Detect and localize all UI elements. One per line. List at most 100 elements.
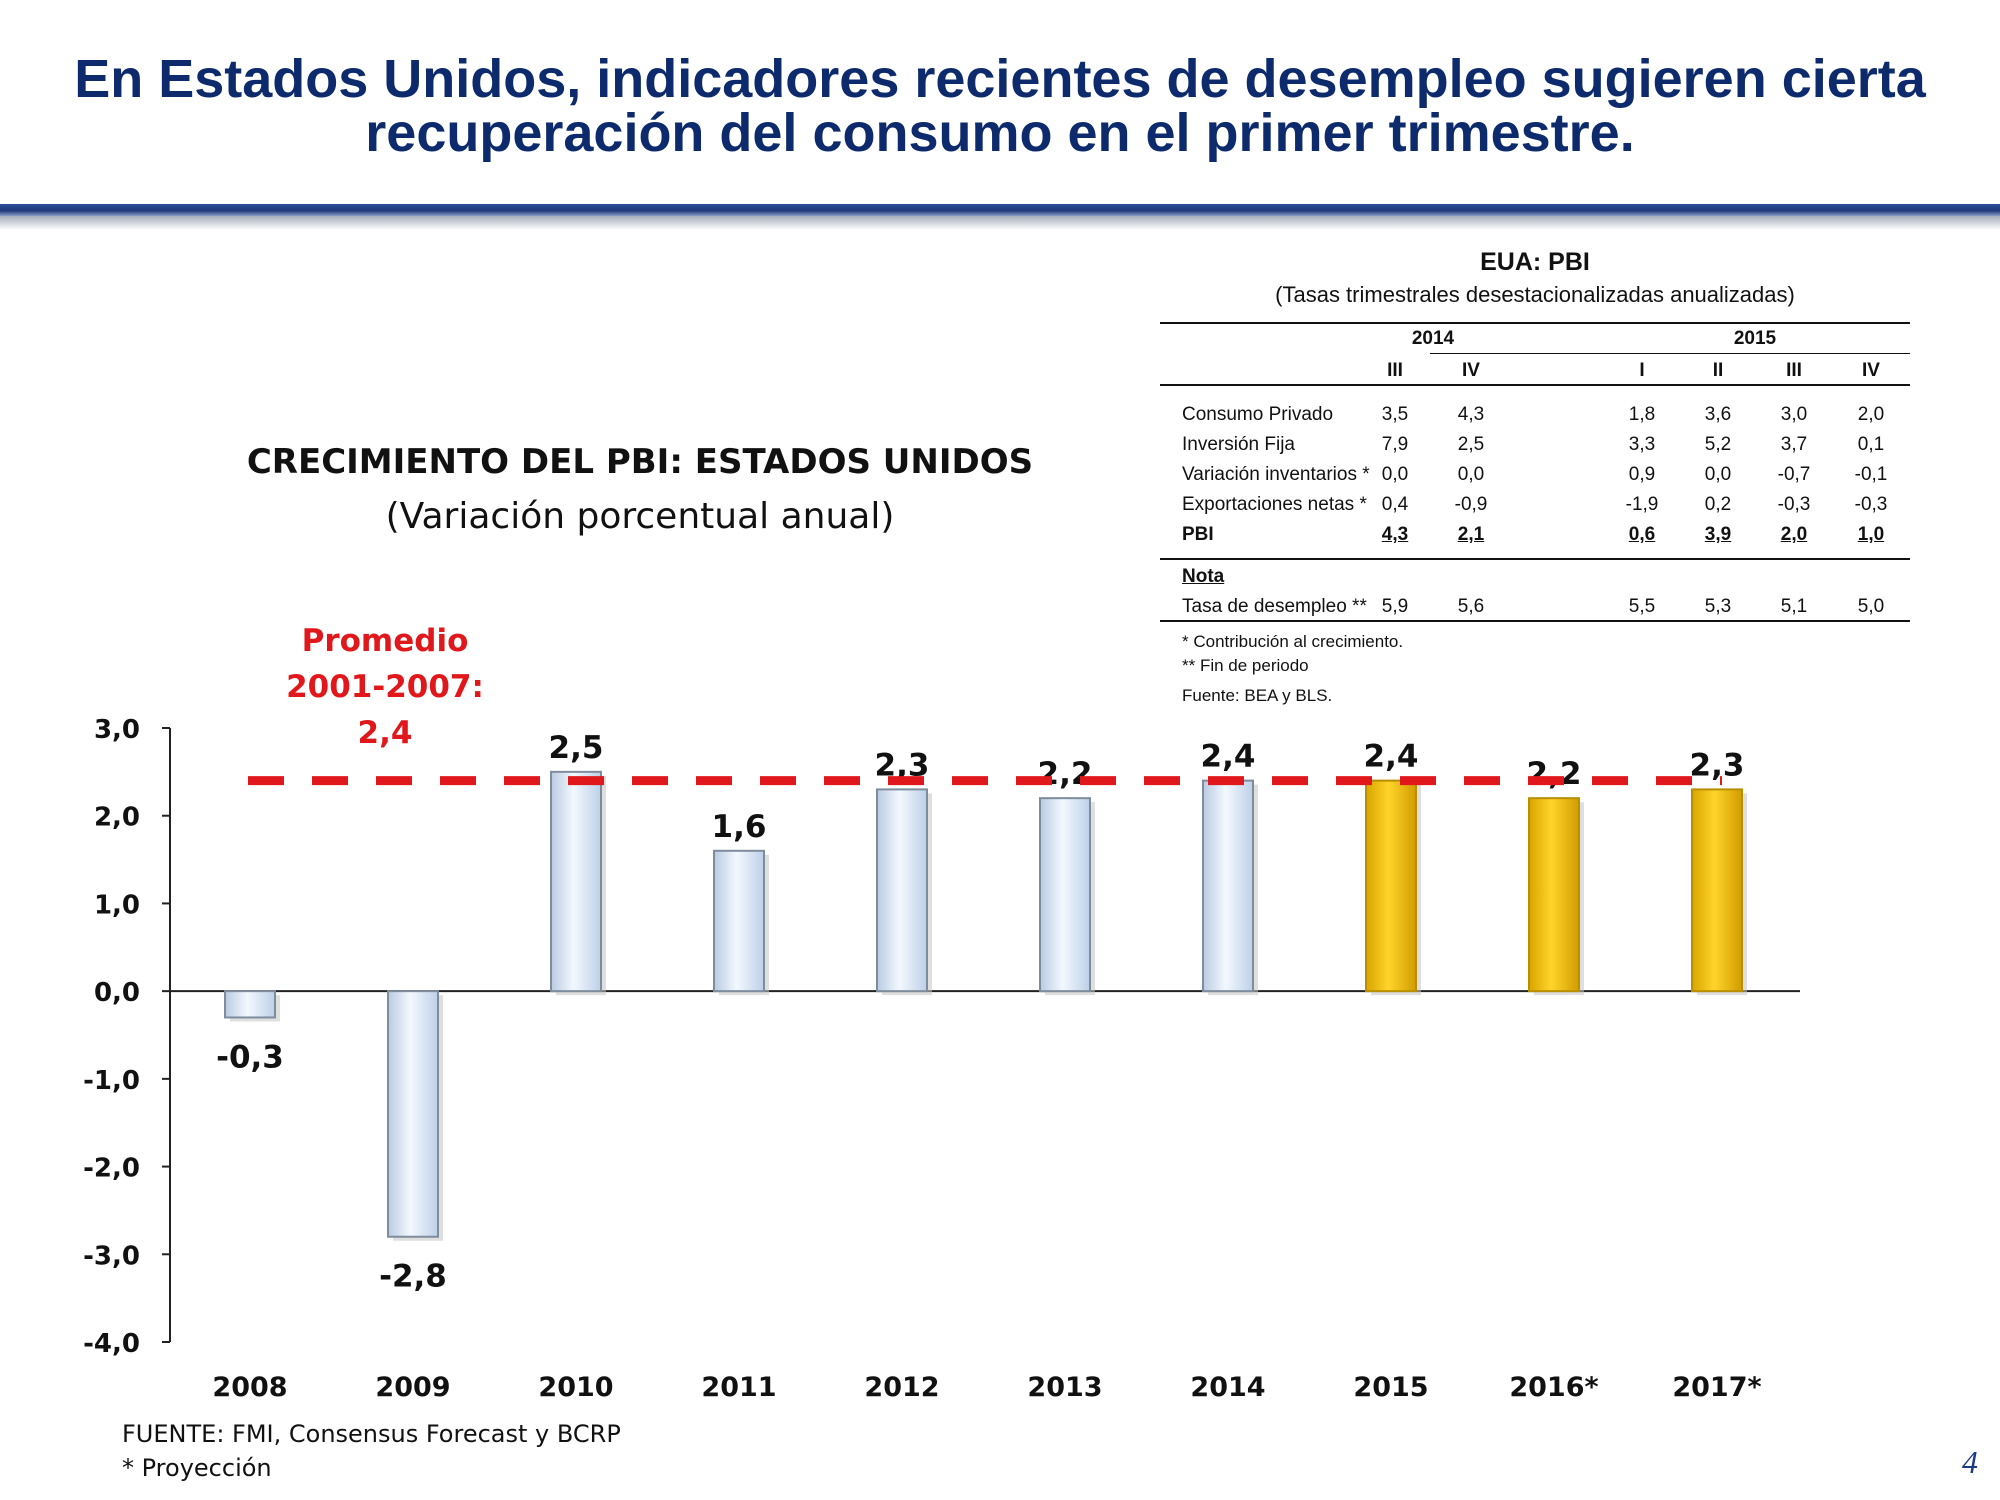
- table-cell: -0,3: [1854, 494, 1888, 515]
- bar-2015: [1365, 779, 1417, 993]
- data-label: 2,2: [1527, 756, 1582, 792]
- table-rule-note: [1160, 558, 1910, 560]
- table-cell: -0,1: [1854, 464, 1888, 485]
- header-divider: [0, 204, 2000, 216]
- y-tick-label: 2,0: [94, 803, 140, 833]
- average-label-line-3: 2,4: [357, 715, 413, 751]
- table-cell: 2,0: [1857, 404, 1885, 425]
- unemployment-cell: 5,6: [1457, 596, 1485, 617]
- quarter-header: I: [1639, 360, 1645, 381]
- data-label: -0,3: [216, 1039, 284, 1075]
- table-rule-header: [1160, 384, 1910, 386]
- slide-title: En Estados Unidos, indicadores recientes…: [0, 52, 2000, 160]
- table-row-label: PBI: [1182, 524, 1214, 545]
- table-cell: 3,0: [1780, 404, 1808, 425]
- table-cell: 4,3: [1381, 524, 1409, 545]
- bar-2011: [713, 849, 765, 993]
- average-label-line-1: Promedio: [301, 623, 469, 659]
- table-cell: -1,9: [1625, 494, 1659, 515]
- quarter-header: IV: [1462, 360, 1480, 381]
- projection-note: * Proyección: [122, 1454, 272, 1482]
- data-label: 2,4: [1201, 739, 1256, 775]
- unemployment-cell: 5,0: [1857, 596, 1885, 617]
- unemployment-cell: 5,5: [1628, 596, 1656, 617]
- table-row-label: Consumo Privado: [1182, 404, 1334, 425]
- bar-2014: [1202, 779, 1254, 993]
- y-tick-label: 0,0: [94, 978, 140, 1008]
- table-cell: 4,3: [1457, 404, 1485, 425]
- table-row-label: Exportaciones netas *: [1182, 494, 1367, 515]
- x-tick-label: 2010: [538, 1372, 613, 1403]
- year-header: 2015: [1733, 328, 1777, 349]
- x-tick-label: 2017*: [1672, 1372, 1761, 1403]
- table-cell: 5,2: [1704, 434, 1732, 455]
- chart-subtitle: (Variación porcentual anual): [385, 496, 895, 537]
- table-row-label: Inversión Fija: [1182, 434, 1295, 455]
- table-cell: -0,7: [1777, 464, 1811, 485]
- table-cell: 0,1: [1857, 434, 1885, 455]
- y-tick-label: -3,0: [83, 1241, 140, 1271]
- x-tick-label: 2008: [212, 1372, 287, 1403]
- table-cell: 0,0: [1704, 464, 1732, 485]
- table-cell: 2,1: [1457, 524, 1485, 545]
- table-cell: 0,9: [1628, 464, 1656, 485]
- table-cell: 2,5: [1457, 434, 1485, 455]
- bar-2010: [550, 770, 602, 993]
- table-cell: 3,6: [1704, 404, 1732, 425]
- table-footnote: Fuente: BEA y BLS.: [1182, 686, 1333, 705]
- x-tick-label: 2015: [1353, 1372, 1428, 1403]
- table-rule-bottom: [1160, 620, 1910, 622]
- slide-title-line-2: recuperación del consumo en el primer tr…: [365, 103, 1635, 163]
- unemployment-label: Tasa de desempleo **: [1182, 596, 1367, 617]
- quarter-header: IV: [1862, 360, 1880, 381]
- year-rule-2015: [1603, 353, 1910, 354]
- average-label: Promedio 2001-2007: 2,4: [260, 618, 510, 756]
- note-header: Nota: [1182, 566, 1225, 587]
- bar-2008: [224, 990, 276, 1019]
- y-tick-label: -4,0: [83, 1329, 140, 1359]
- table-cell: 7,9: [1381, 434, 1409, 455]
- year-header: 2014: [1411, 328, 1455, 349]
- table-rule-top: [1160, 322, 1910, 324]
- y-tick-label: -2,0: [83, 1154, 140, 1184]
- x-tick-label: 2009: [375, 1372, 450, 1403]
- table-footnote: * Contribución al crecimiento.: [1182, 632, 1404, 651]
- table-cell: 1,0: [1857, 524, 1885, 545]
- table-cell: -0,3: [1777, 494, 1811, 515]
- x-tick-label: 2012: [864, 1372, 939, 1403]
- data-label: 2,4: [1364, 739, 1419, 775]
- table-cell: 3,3: [1628, 434, 1656, 455]
- table-cell: 0,0: [1457, 464, 1485, 485]
- table-cell: 0,6: [1628, 524, 1656, 545]
- page-number: 4: [1962, 1444, 1978, 1480]
- table-cell: 0,4: [1381, 494, 1409, 515]
- year-rule-2014: [1430, 353, 1748, 354]
- bar-2017: [1691, 788, 1743, 993]
- unemployment-cell: 5,9: [1381, 596, 1409, 617]
- table-footnote: ** Fin de periodo: [1182, 656, 1309, 675]
- bar-2013: [1039, 797, 1091, 993]
- unemployment-cell: 5,3: [1704, 596, 1732, 617]
- quarter-header: III: [1786, 360, 1802, 381]
- x-tick-label: 2013: [1027, 1372, 1102, 1403]
- data-label: 1,6: [712, 809, 767, 845]
- data-label: -2,8: [379, 1259, 447, 1295]
- slide-title-line-1: En Estados Unidos, indicadores recientes…: [74, 49, 1926, 109]
- data-label: 2,2: [1038, 756, 1093, 792]
- data-label: 2,5: [549, 730, 604, 766]
- header-divider-shadow: [0, 216, 2000, 230]
- bar-2016: [1528, 797, 1580, 993]
- table-cell: 3,5: [1381, 404, 1409, 425]
- table-title: EUA: PBI: [1480, 248, 1590, 276]
- table-cell: 3,9: [1704, 524, 1732, 545]
- table-subtitle: (Tasas trimestrales desestacionalizadas …: [1275, 282, 1795, 307]
- chart-title: CRECIMIENTO DEL PBI: ESTADOS UNIDOS: [246, 442, 1034, 482]
- source-note: FUENTE: FMI, Consensus Forecast y BCRP: [122, 1420, 621, 1448]
- data-label: 2,3: [1690, 747, 1745, 783]
- table-cell: 3,7: [1780, 434, 1808, 455]
- x-tick-label: 2011: [701, 1372, 776, 1403]
- bar-2009: [387, 990, 439, 1238]
- y-tick-label: 3,0: [94, 715, 140, 745]
- y-tick-label: -1,0: [83, 1066, 140, 1096]
